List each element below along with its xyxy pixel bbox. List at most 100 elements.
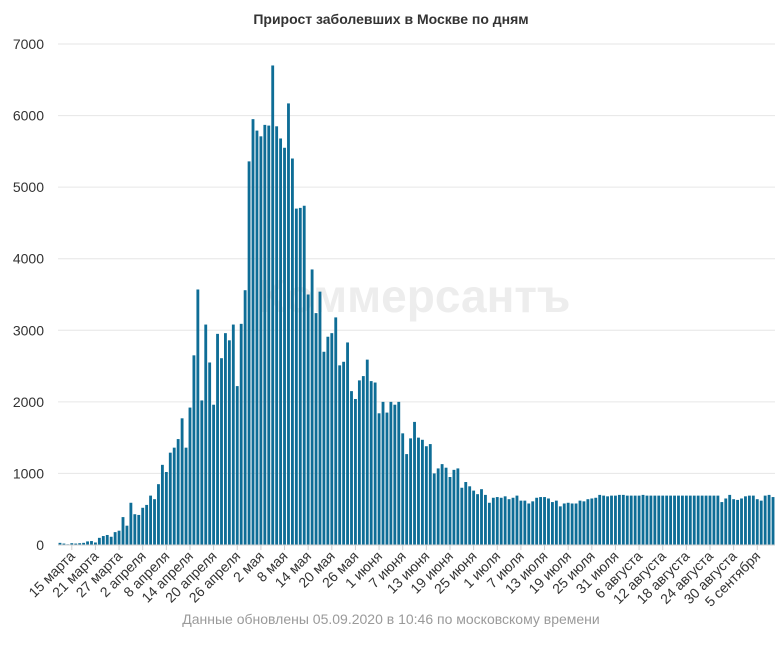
bar: [188, 407, 192, 545]
bar: [109, 536, 113, 545]
bar: [736, 499, 739, 545]
bar: [562, 503, 566, 545]
bar: [499, 497, 503, 545]
bar: [247, 161, 251, 545]
bar: [495, 497, 499, 545]
bar: [184, 447, 188, 545]
bar: [641, 494, 645, 545]
bar: [732, 499, 736, 545]
y-tick-label: 5000: [13, 179, 44, 195]
bar: [448, 477, 452, 545]
bar: [82, 542, 86, 545]
bar: [271, 65, 275, 545]
bar: [235, 386, 239, 545]
bar: [322, 351, 326, 545]
bar: [200, 400, 204, 545]
bar: [157, 484, 160, 545]
bar: [314, 313, 318, 545]
bar: [740, 498, 743, 545]
bar: [141, 507, 145, 545]
bar: [105, 534, 109, 545]
bar: [688, 495, 692, 545]
bar: [302, 205, 306, 545]
bar: [574, 503, 578, 545]
bar: [594, 497, 598, 545]
bar: [267, 125, 271, 545]
bar: [633, 495, 637, 545]
bar: [531, 501, 535, 545]
bar: [153, 499, 156, 545]
bar: [621, 494, 625, 545]
bar: [377, 413, 381, 545]
bar: [287, 103, 290, 546]
bar: [409, 438, 413, 545]
bar: [771, 497, 775, 545]
bar: [279, 138, 283, 545]
bar: [405, 454, 409, 545]
bar: [547, 498, 550, 545]
bar: [539, 497, 543, 545]
bar: [681, 495, 684, 545]
bar: [224, 333, 227, 545]
bar: [440, 464, 444, 545]
bar: [251, 119, 255, 546]
bar: [330, 333, 334, 545]
bar: [350, 391, 353, 545]
bar: [566, 502, 570, 545]
bar: [767, 494, 771, 545]
bar: [759, 500, 763, 545]
y-tick-label: 6000: [13, 108, 44, 124]
bar: [649, 495, 653, 545]
y-axis-ticks: 0 1000 2000 3000 4000 5000 6000 7000: [13, 36, 44, 553]
bar: [570, 503, 574, 545]
bar: [657, 495, 661, 545]
bar: [747, 495, 751, 545]
bar: [436, 468, 440, 545]
bar: [610, 495, 613, 545]
bar: [346, 342, 349, 545]
bar: [617, 494, 621, 545]
bar: [70, 543, 74, 545]
bar: [669, 495, 673, 545]
bar: [58, 542, 62, 545]
bar: [306, 294, 310, 545]
y-tick-label: 0: [36, 537, 44, 553]
bar: [661, 495, 665, 545]
bar: [476, 494, 479, 545]
bar: [637, 495, 641, 545]
bar: [326, 336, 330, 545]
bar: [74, 543, 78, 545]
bar: [255, 130, 259, 545]
bar: [720, 502, 724, 545]
bar: [728, 494, 732, 545]
bar: [133, 514, 137, 545]
bar: [420, 439, 424, 545]
y-tick-label: 3000: [13, 322, 44, 338]
bar: [381, 401, 385, 545]
bar: [216, 333, 219, 545]
bar: [90, 541, 93, 545]
bar: [432, 473, 436, 545]
bar: [401, 433, 405, 545]
y-tick-label: 4000: [13, 251, 44, 267]
bar: [519, 500, 523, 545]
bar: [310, 269, 314, 545]
bar: [180, 418, 184, 545]
chart-title: Прирост заболевших в Москве по дням: [253, 11, 529, 27]
bar: [397, 401, 401, 545]
bar: [452, 469, 456, 545]
bar: [125, 525, 129, 545]
bar: [503, 496, 507, 545]
bar: [101, 536, 105, 545]
bar: [578, 500, 582, 545]
bar: [263, 124, 267, 545]
bar: [554, 500, 558, 545]
bar: [86, 541, 89, 545]
bar: [389, 401, 393, 545]
bar: [582, 501, 586, 545]
bar: [487, 502, 491, 545]
bar: [212, 404, 216, 545]
bar: [677, 495, 680, 545]
bar: [673, 495, 676, 545]
bar: [527, 503, 531, 545]
